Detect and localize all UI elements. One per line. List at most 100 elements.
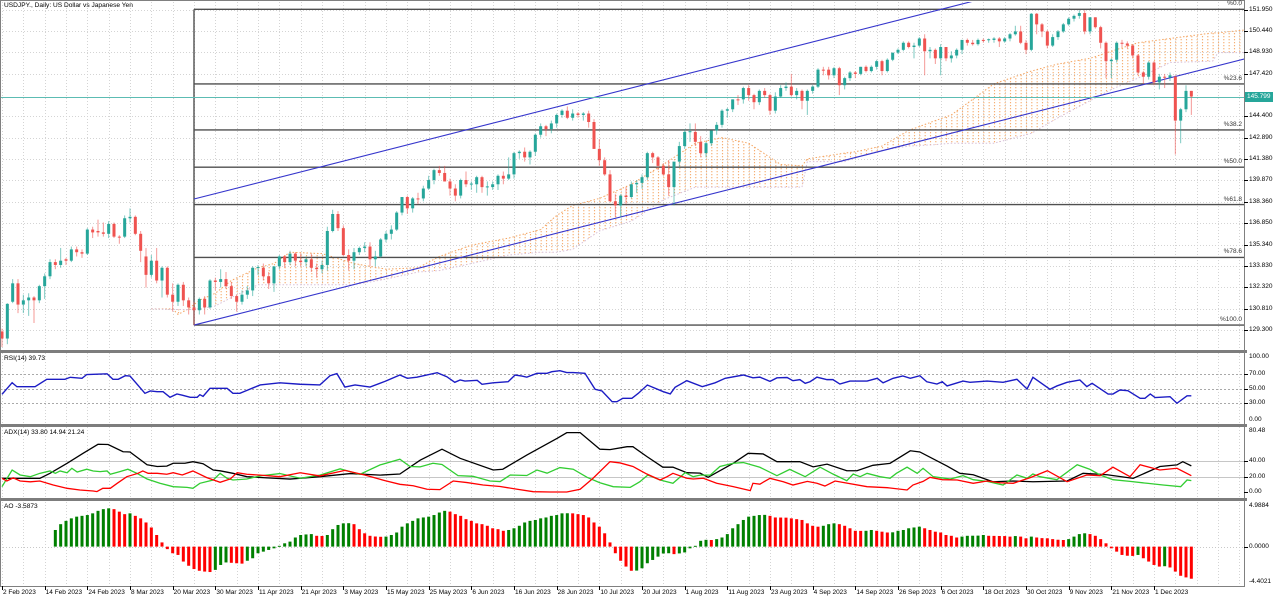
ao-bar-down	[923, 528, 927, 547]
ao-axis-label: 4.9884	[1249, 502, 1269, 509]
candle-bearish	[603, 157, 607, 176]
candle-bullish	[688, 123, 692, 142]
candle-body	[229, 286, 233, 297]
candle-body	[539, 126, 543, 135]
candle-body	[309, 259, 313, 268]
ao-axis-label: 0.0000	[1249, 542, 1269, 550]
candle-body	[1189, 90, 1193, 97]
ao-bar-up	[1083, 533, 1087, 547]
candle-bullish	[491, 181, 495, 190]
time-axis-label: 14 Feb 2023	[45, 589, 83, 596]
ao-bar-down	[363, 533, 367, 547]
pane-separator-rsi-adx[interactable]	[0, 424, 1247, 427]
ao-bar-down	[853, 530, 857, 547]
ao-bar-down	[187, 546, 191, 566]
candle-body	[395, 212, 399, 230]
ao-bar-down	[1104, 543, 1108, 547]
candle-body	[485, 186, 489, 188]
candle-body	[496, 175, 500, 185]
adx-axis-label: 0.00	[1249, 488, 1262, 496]
ao-bar-down	[240, 546, 244, 564]
candle-body	[635, 182, 639, 185]
time-axis-label: 18 Oct 2023	[984, 589, 1020, 596]
price-axis-label: 130.810	[1249, 304, 1273, 312]
candle-body	[1120, 42, 1124, 44]
candle-bullish	[373, 250, 377, 267]
time-axis-label: 2 Feb 2023	[3, 589, 36, 596]
ao-bar-down	[373, 536, 377, 547]
candle-bullish	[795, 88, 799, 100]
candle-bearish	[981, 38, 985, 43]
candle-bearish	[203, 296, 207, 315]
candle-bearish	[171, 283, 175, 312]
candle-body	[587, 113, 591, 123]
ao-bar-up	[555, 515, 559, 547]
candle-bullish	[805, 89, 809, 115]
candle-body	[96, 230, 100, 233]
candle-bullish	[816, 68, 820, 89]
ao-bar-down	[1147, 546, 1151, 562]
ichimoku-cloud	[151, 30, 1244, 315]
ao-bar-down	[875, 530, 879, 547]
candle-bullish	[1115, 41, 1119, 63]
candle-body	[715, 124, 719, 131]
candle-bearish	[837, 66, 841, 96]
candle-bullish	[459, 178, 463, 199]
candle-bearish	[971, 39, 975, 46]
candle-body	[283, 256, 287, 263]
time-axis-label: 10 Jul 2023	[600, 589, 634, 596]
candle-bullish	[123, 215, 127, 239]
ao-bar-down	[789, 518, 793, 547]
candle-body	[907, 42, 911, 48]
price-axis[interactable]: 151.950 150.440 148.930 147.420 144.400 142.8…	[1244, 0, 1280, 586]
ao-bar-up	[667, 546, 671, 554]
candle-body	[491, 184, 495, 188]
candle-bullish	[891, 52, 895, 62]
candle-body	[272, 266, 276, 284]
ao-bar-down	[619, 546, 623, 561]
candle-body	[1168, 75, 1172, 78]
candle-body	[976, 39, 980, 45]
ao-bar-down	[1099, 539, 1103, 547]
ao-bar-down	[464, 519, 468, 547]
candle-body	[784, 86, 788, 89]
price-axis-label: 147.420	[1249, 69, 1273, 77]
candle-bearish	[1136, 54, 1140, 76]
candle-body	[869, 66, 873, 72]
time-axis-label: 20 Mar 2023	[173, 589, 211, 596]
candle-body	[213, 280, 217, 282]
candle-bearish	[181, 281, 185, 306]
price-axis-label: 141.380	[1249, 155, 1273, 163]
ao-bar-up	[864, 530, 868, 547]
ao-bar-down	[117, 511, 121, 547]
candle-body	[373, 256, 377, 260]
ao-bar-down	[485, 525, 489, 547]
candle-body	[304, 259, 308, 263]
candle-body	[741, 88, 745, 100]
candle-body	[85, 229, 89, 254]
rsi-pane[interactable]: RSI(14) 39.73	[0, 353, 1244, 424]
candle-body	[1131, 45, 1135, 56]
price-axis-label: 148.930	[1249, 48, 1273, 56]
candle-body	[1008, 34, 1012, 39]
adx-axis-label: 40.00	[1249, 456, 1266, 464]
pane-separator-main-rsi[interactable]	[0, 350, 1247, 353]
price-chart-pane[interactable]: USDJPY., Daily: US Dollar vs Japanese Ye…	[0, 0, 1244, 350]
candle-bearish	[299, 253, 303, 267]
candle-bearish	[165, 266, 169, 298]
candle-bearish	[480, 175, 484, 193]
ao-bar-down	[859, 530, 863, 547]
candle-body	[853, 72, 857, 74]
price-axis-label: 133.830	[1249, 261, 1273, 269]
adx-pane[interactable]: ADX(14) 33.80 14.94 21.24	[0, 427, 1244, 498]
candle-bearish	[53, 259, 57, 270]
price-axis-label: 142.890	[1249, 133, 1273, 141]
candle-body	[731, 99, 735, 110]
ao-bar-down	[123, 514, 127, 547]
awesome-oscillator-pane[interactable]: AO -3.5873	[0, 501, 1244, 586]
candle-body	[677, 146, 681, 162]
ao-bar-down	[837, 524, 841, 547]
pane-separator-adx-ao[interactable]	[0, 498, 1247, 501]
ao-bar-up	[219, 546, 223, 565]
time-axis[interactable]: 2 Feb 2023 14 Feb 2023 24 Feb 2023 8 Mar 20…	[0, 586, 1244, 601]
